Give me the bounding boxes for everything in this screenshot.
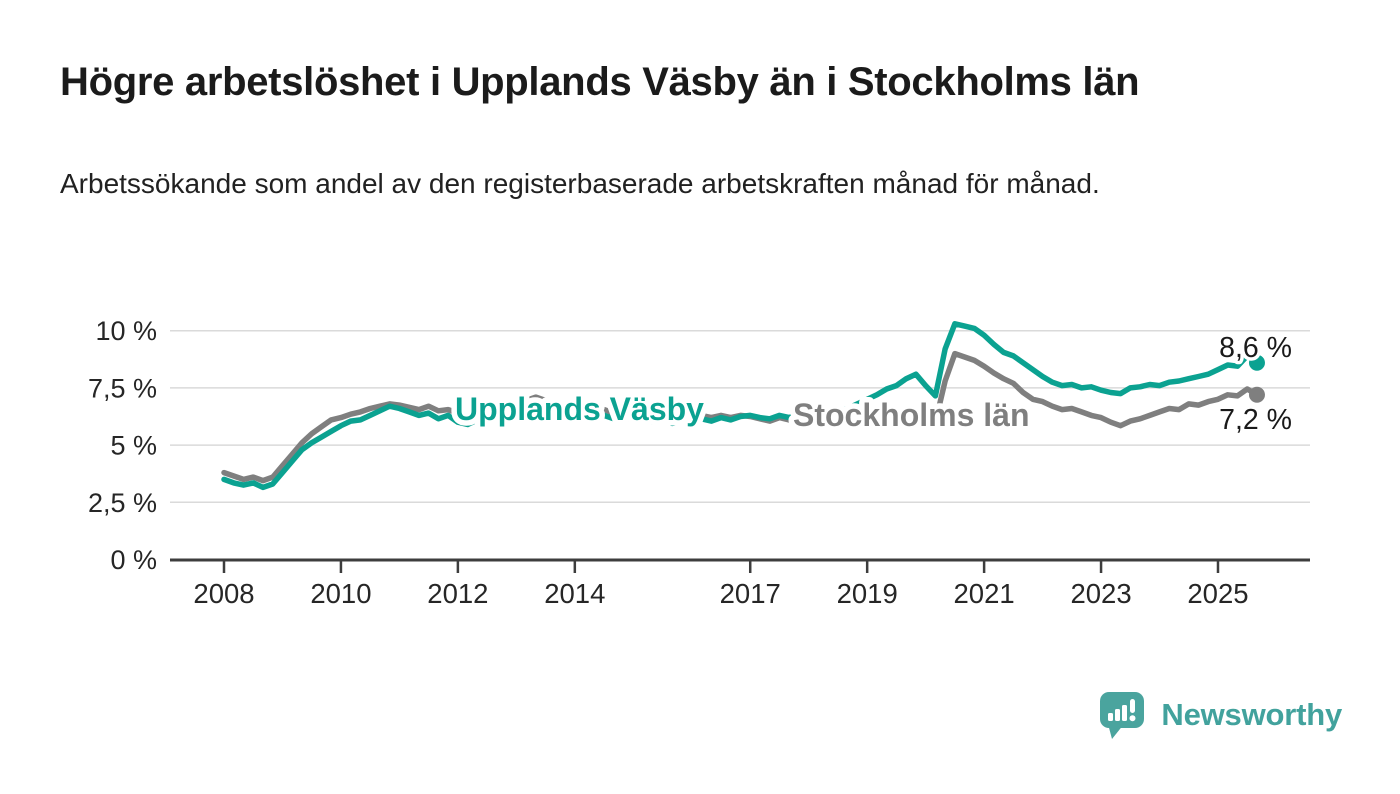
x-tick-label: 2010 bbox=[310, 578, 371, 609]
x-tick-label: 2025 bbox=[1187, 578, 1248, 609]
x-tick-label: 2023 bbox=[1070, 578, 1131, 609]
data-series bbox=[221, 321, 1260, 491]
x-tick-label: 2014 bbox=[544, 578, 605, 609]
series-label: Stockholms län bbox=[793, 397, 1030, 433]
x-tick-label: 2019 bbox=[837, 578, 898, 609]
y-tick-label: 7,5 % bbox=[88, 373, 157, 403]
end-value-label: 8,6 % bbox=[1219, 332, 1292, 364]
series-label: Upplands Väsby bbox=[455, 391, 704, 427]
y-tick-label: 0 % bbox=[110, 545, 157, 575]
newsworthy-logo-icon bbox=[1100, 692, 1145, 739]
y-axis-labels: 0 % 2,5 % 5 % 7,5 % 10 % bbox=[88, 316, 157, 575]
page-title: Högre arbetslöshet i Upplands Väsby än i… bbox=[60, 60, 1140, 104]
y-tick-label: 2,5 % bbox=[88, 488, 157, 518]
x-tick-label: 2012 bbox=[427, 578, 488, 609]
x-axis-labels: 2008 2010 2012 2014 2017 2019 2021 2023 2025 bbox=[193, 578, 1248, 609]
gridlines bbox=[170, 329, 1310, 504]
y-tick-label: 10 % bbox=[95, 316, 157, 346]
x-tick-label: 2008 bbox=[193, 578, 254, 609]
x-tick-label: 2021 bbox=[954, 578, 1015, 609]
x-tick-label: 2017 bbox=[720, 578, 781, 609]
line-upplands-v-sby bbox=[221, 321, 1260, 491]
series-inline-labels: Upplands Väsby 8,6 % Stockholms län 7,2 % bbox=[450, 329, 1296, 440]
end-value-label: 7,2 % bbox=[1219, 404, 1292, 436]
x-axis bbox=[170, 558, 1310, 573]
newsworthy-logo: Newsworthy bbox=[1098, 690, 1342, 740]
chart-subtitle: Arbetssökande som andel av den registerb… bbox=[60, 168, 1100, 199]
end-dot bbox=[1248, 354, 1265, 371]
newsworthy-logo-text: Newsworthy bbox=[1161, 697, 1342, 732]
y-tick-label: 5 % bbox=[110, 431, 157, 461]
end-dot bbox=[1248, 386, 1265, 403]
